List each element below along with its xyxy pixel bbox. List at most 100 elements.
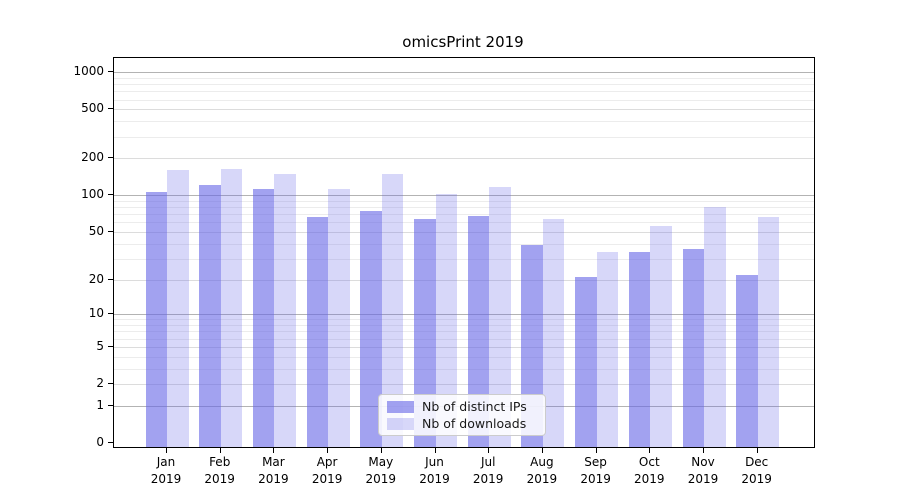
x-tick-year: 2019 bbox=[687, 472, 719, 486]
x-tick-year: 2019 bbox=[204, 472, 235, 486]
x-tick-year: 2019 bbox=[526, 472, 558, 486]
y-tick bbox=[108, 442, 113, 443]
bar-downloads bbox=[435, 194, 457, 447]
y-tick bbox=[108, 383, 113, 385]
x-tick bbox=[488, 448, 490, 453]
y-tick bbox=[108, 313, 113, 315]
bar-distinct-ips bbox=[736, 274, 758, 447]
gridline bbox=[114, 346, 814, 348]
y-tick bbox=[108, 404, 113, 406]
x-tick-label: May 2019 bbox=[351, 454, 411, 488]
y-tick-label: 2 bbox=[96, 376, 104, 391]
x-tick bbox=[273, 448, 275, 453]
x-tick-month: Sep bbox=[584, 455, 607, 469]
x-tick bbox=[541, 448, 543, 453]
x-tick-month: Mar bbox=[262, 455, 285, 469]
x-tick-year: 2019 bbox=[311, 472, 343, 486]
x-tick-month: Apr bbox=[316, 455, 338, 469]
major-gridline bbox=[114, 195, 814, 197]
bar-downloads bbox=[328, 188, 350, 447]
x-tick-month: Oct bbox=[638, 455, 660, 469]
gridline bbox=[114, 158, 814, 160]
minor-gridline bbox=[114, 338, 814, 340]
y-tick-label: 10 bbox=[88, 306, 104, 321]
x-tick-year: 2019 bbox=[258, 472, 289, 486]
minor-gridline bbox=[114, 325, 814, 327]
y-tick bbox=[108, 71, 113, 73]
x-tick bbox=[219, 448, 221, 453]
minor-gridline bbox=[114, 243, 814, 245]
bar-distinct-ips bbox=[414, 218, 436, 447]
plot-area bbox=[113, 57, 815, 448]
chart-title: omicsPrint 2019 bbox=[402, 33, 524, 51]
minor-gridline bbox=[114, 331, 814, 333]
x-tick-month: Jul bbox=[480, 455, 496, 469]
x-tick bbox=[380, 448, 382, 453]
x-tick bbox=[595, 448, 597, 453]
x-tick-month: Jan bbox=[156, 455, 176, 469]
bar-distinct-ips bbox=[575, 277, 597, 447]
gridline bbox=[114, 109, 814, 111]
minor-gridline bbox=[114, 207, 814, 209]
x-tick-year: 2019 bbox=[365, 472, 397, 486]
y-tick-label: 20 bbox=[88, 271, 104, 286]
minor-gridline bbox=[114, 222, 814, 224]
x-tick-label: Aug 2019 bbox=[512, 454, 572, 488]
gridline bbox=[114, 231, 814, 233]
minor-gridline bbox=[114, 99, 814, 101]
legend-swatch-distinct-ips bbox=[387, 400, 414, 413]
bar-distinct-ips bbox=[199, 184, 221, 447]
minor-gridline bbox=[114, 84, 814, 86]
minor-gridline bbox=[114, 200, 814, 202]
legend: Nb of distinct IPs Nb of downloads bbox=[378, 394, 546, 436]
minor-gridline bbox=[114, 258, 814, 260]
x-tick-label: Nov 2019 bbox=[673, 454, 733, 488]
y-tick bbox=[108, 278, 113, 280]
x-tick-label: Jun 2019 bbox=[405, 454, 465, 488]
bar-downloads bbox=[704, 207, 726, 447]
legend-label: Nb of distinct IPs bbox=[422, 398, 527, 414]
bar-distinct-ips bbox=[360, 210, 382, 447]
x-tick-label: Feb 2019 bbox=[190, 454, 250, 488]
x-tick bbox=[756, 448, 758, 453]
x-tick-year: 2019 bbox=[634, 472, 665, 486]
x-tick bbox=[327, 448, 329, 453]
bar-downloads bbox=[542, 218, 565, 447]
y-tick-label: 1 bbox=[96, 397, 104, 412]
bar-distinct-ips bbox=[628, 252, 651, 447]
bar-downloads bbox=[757, 217, 780, 447]
legend-entry: Nb of downloads bbox=[387, 416, 537, 431]
y-tick bbox=[108, 345, 113, 347]
x-tick-label: Oct 2019 bbox=[619, 454, 679, 488]
x-tick-label: Apr 2019 bbox=[297, 454, 357, 488]
y-tick-label: 200 bbox=[81, 150, 104, 165]
bar-downloads bbox=[167, 169, 189, 447]
gridline bbox=[114, 279, 814, 281]
bar-distinct-ips bbox=[682, 249, 704, 447]
x-tick-year: 2019 bbox=[741, 472, 772, 486]
minor-gridline bbox=[114, 214, 814, 216]
major-gridline bbox=[114, 314, 814, 316]
minor-gridline bbox=[114, 136, 814, 138]
x-tick-month: May bbox=[368, 455, 394, 469]
x-tick-month: Dec bbox=[745, 455, 769, 469]
minor-gridline bbox=[114, 319, 814, 321]
minor-gridline bbox=[114, 121, 814, 123]
x-tick bbox=[649, 448, 651, 453]
x-tick-label: Dec 2019 bbox=[727, 454, 787, 488]
y-tick-label: 500 bbox=[81, 101, 104, 116]
minor-gridline bbox=[114, 356, 814, 358]
y-tick bbox=[108, 108, 113, 110]
bar-distinct-ips bbox=[145, 192, 167, 447]
x-tick-year: 2019 bbox=[580, 472, 611, 486]
y-tick bbox=[108, 194, 113, 196]
y-tick-label: 0 bbox=[96, 435, 104, 449]
x-tick bbox=[166, 448, 167, 453]
y-tick bbox=[108, 230, 113, 232]
y-tick-label: 100 bbox=[81, 187, 104, 202]
y-tick-label: 1000 bbox=[73, 64, 104, 79]
major-gridline bbox=[114, 72, 814, 74]
x-tick-label: Jan 2019 bbox=[136, 454, 196, 488]
bar-distinct-ips bbox=[467, 215, 490, 447]
